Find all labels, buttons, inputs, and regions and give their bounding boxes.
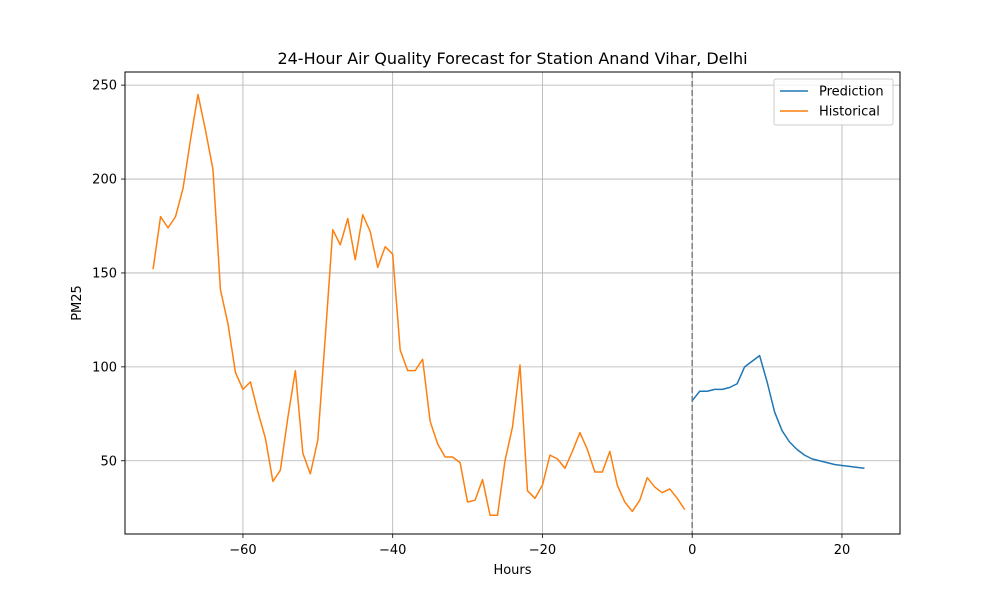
prediction-series-line [691,354,865,470]
x-axis-label: Hours [493,563,531,578]
x-axis-ticks: −60 −40 −20 0 20 [229,534,850,558]
legend: Prediction Historical [773,78,894,126]
chart-title: 24-Hour Air Quality Forecast for Station… [277,49,747,68]
x-tick-label: −60 [229,543,256,558]
legend-label-historical: Historical [819,105,880,120]
series-layer [152,93,865,516]
x-tick-label: −20 [529,543,556,558]
y-tick-label: 150 [92,266,117,281]
y-axis-ticks: 50 100 150 200 250 [92,79,125,469]
plot-frame [124,71,901,535]
legend-label-prediction: Prediction [819,85,884,100]
x-tick-label: 0 [688,543,696,558]
historical-series-line [152,93,686,516]
x-tick-label: −40 [379,543,406,558]
y-axis-label: PM25 [70,285,85,321]
y-tick-label: 250 [92,79,117,94]
gridlines [125,72,900,534]
y-tick-label: 50 [100,454,117,469]
y-tick-label: 100 [92,360,117,375]
y-tick-label: 200 [92,173,117,188]
x-tick-label: 20 [834,543,851,558]
